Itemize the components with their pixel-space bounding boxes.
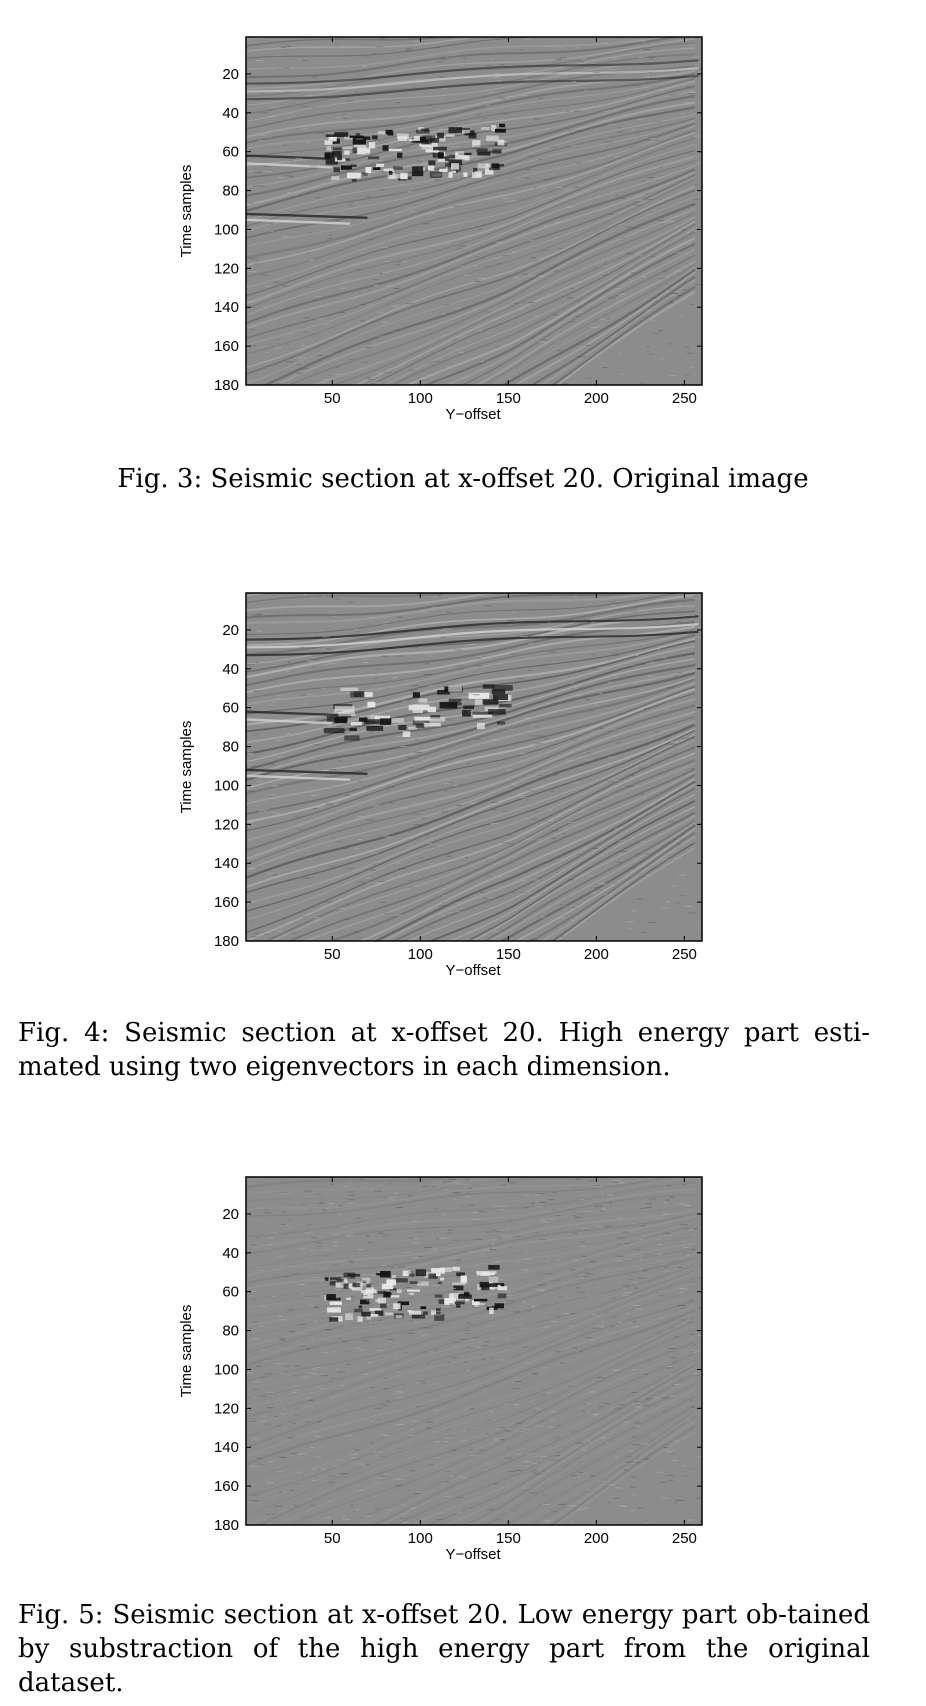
x-tick-label: 250 bbox=[672, 390, 697, 407]
seismic-image-background bbox=[246, 37, 702, 385]
figure-3-caption: Fig. 3: Seismic section at x-offset 20. … bbox=[117, 464, 809, 494]
x-tick-label: 100 bbox=[408, 946, 433, 963]
y-tick-label: 160 bbox=[214, 338, 239, 355]
x-tick-label: 100 bbox=[408, 390, 433, 407]
y-tick-label: 60 bbox=[222, 700, 239, 717]
x-tick-label: 150 bbox=[496, 1530, 521, 1547]
y-tick-label: 40 bbox=[222, 661, 239, 678]
x-tick-label: 250 bbox=[672, 1530, 697, 1547]
x-tick-label: 50 bbox=[324, 390, 341, 407]
seismic-plot-fig5: 20 40 60 80 100 120 140 160 180 50 100 150 200 250 Y−o… bbox=[178, 1176, 703, 1563]
x-axis-label: Y−offset bbox=[446, 406, 502, 423]
y-axis-label: Time samples bbox=[178, 1305, 195, 1398]
x-tick-label: 250 bbox=[672, 946, 697, 963]
x-tick-label: 200 bbox=[584, 1530, 609, 1547]
y-tick-label: 120 bbox=[214, 260, 239, 277]
figure-4-caption: Fig. 4: Seismic section at x-offset 20. … bbox=[18, 1018, 870, 1082]
y-axis-label: Time samples bbox=[178, 165, 195, 258]
figure-4: 20 40 60 80 100 120 140 160 180 50 100 150 200 250 Y−o… bbox=[0, 556, 926, 1116]
figure-3: 20 40 60 80 100 120 140 160 180 50 100 150 200 250 Y−o… bbox=[0, 0, 926, 494]
y-tick-label: 60 bbox=[222, 1284, 239, 1301]
y-tick-label: 180 bbox=[214, 1517, 239, 1534]
y-tick-label: 180 bbox=[214, 377, 239, 394]
y-tick-label: 120 bbox=[214, 1400, 239, 1417]
x-axis-label: Y−offset bbox=[446, 962, 502, 979]
y-tick-label: 140 bbox=[214, 1439, 239, 1456]
y-tick-label: 20 bbox=[222, 622, 239, 639]
x-tick-label: 200 bbox=[584, 946, 609, 963]
y-tick-label: 160 bbox=[214, 1478, 239, 1495]
y-tick-label: 40 bbox=[222, 1245, 239, 1262]
x-tick-label: 200 bbox=[584, 390, 609, 407]
x-tick-label: 50 bbox=[324, 1530, 341, 1547]
seismic-reflectors bbox=[246, 37, 702, 385]
y-axis-label: Time samples bbox=[178, 721, 195, 814]
y-tick-label: 180 bbox=[214, 933, 239, 950]
seismic-plot-fig3: 20 40 60 80 100 120 140 160 180 50 100 150 200 250 Y−o… bbox=[178, 36, 703, 423]
seismic-reflectors bbox=[246, 1177, 702, 1525]
y-tick-label: 120 bbox=[214, 816, 239, 833]
y-tick-label: 160 bbox=[214, 894, 239, 911]
y-tick-label: 80 bbox=[222, 1323, 239, 1340]
y-tick-label: 100 bbox=[214, 1361, 239, 1378]
x-tick-label: 100 bbox=[408, 1530, 433, 1547]
y-tick-label: 80 bbox=[222, 183, 239, 200]
y-tick-label: 40 bbox=[222, 105, 239, 122]
y-tick-label: 140 bbox=[214, 299, 239, 316]
y-tick-label: 140 bbox=[214, 855, 239, 872]
seismic-image-background bbox=[246, 1177, 702, 1525]
y-tick-label: 20 bbox=[222, 1206, 239, 1223]
plot-frame bbox=[245, 1176, 703, 1526]
x-axis-label: Y−offset bbox=[446, 1546, 502, 1563]
y-tick-label: 60 bbox=[222, 144, 239, 161]
y-tick-label: 20 bbox=[222, 66, 239, 83]
figure-5-caption: Fig. 5: Seismic section at x-offset 20. … bbox=[18, 1600, 870, 1698]
y-tick-label: 80 bbox=[222, 739, 239, 756]
x-tick-label: 50 bbox=[324, 946, 341, 963]
seismic-plot-fig4: 20 40 60 80 100 120 140 160 180 50 100 150 200 250 Y−o… bbox=[178, 592, 703, 979]
y-tick-label: 100 bbox=[214, 221, 239, 238]
y-tick-label: 100 bbox=[214, 777, 239, 794]
plot-frame bbox=[245, 592, 703, 942]
plot-frame bbox=[245, 36, 703, 386]
seismic-reflectors bbox=[246, 593, 702, 941]
figure-5: 20 40 60 80 100 120 140 160 180 50 100 150 200 250 Y−o… bbox=[0, 1140, 926, 1706]
seismic-image-background bbox=[246, 593, 702, 941]
x-tick-label: 150 bbox=[496, 390, 521, 407]
x-tick-label: 150 bbox=[496, 946, 521, 963]
